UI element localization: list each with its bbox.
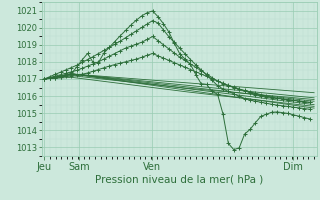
X-axis label: Pression niveau de la mer( hPa ): Pression niveau de la mer( hPa ): [95, 174, 263, 184]
